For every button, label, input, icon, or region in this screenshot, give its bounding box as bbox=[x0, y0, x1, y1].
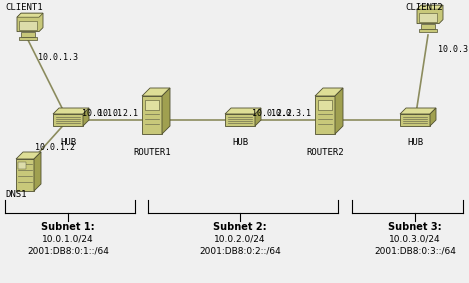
Polygon shape bbox=[53, 114, 83, 126]
Text: 10.0.2.1: 10.0.2.1 bbox=[98, 110, 138, 119]
Text: 10.0.3.1: 10.0.3.1 bbox=[271, 110, 311, 119]
Text: 10.0.2.2: 10.0.2.2 bbox=[252, 110, 292, 119]
Text: 10.0.2.0/24: 10.0.2.0/24 bbox=[214, 234, 266, 243]
Text: 2001:DB8:0:3::/64: 2001:DB8:0:3::/64 bbox=[374, 246, 456, 255]
Text: CLIENT1: CLIENT1 bbox=[5, 3, 43, 12]
Text: HUB: HUB bbox=[60, 138, 76, 147]
Polygon shape bbox=[417, 5, 443, 9]
Polygon shape bbox=[16, 159, 34, 191]
Polygon shape bbox=[225, 108, 261, 114]
Polygon shape bbox=[142, 88, 170, 96]
Text: 2001:DB8:0:1::/64: 2001:DB8:0:1::/64 bbox=[27, 246, 109, 255]
Polygon shape bbox=[419, 29, 437, 32]
Text: Subnet 2:: Subnet 2: bbox=[213, 222, 267, 232]
Polygon shape bbox=[18, 162, 26, 169]
Polygon shape bbox=[142, 96, 162, 134]
Polygon shape bbox=[335, 88, 343, 134]
Polygon shape bbox=[400, 114, 430, 126]
Text: 10.0.3.0/24: 10.0.3.0/24 bbox=[389, 234, 441, 243]
Polygon shape bbox=[53, 108, 89, 114]
Polygon shape bbox=[21, 32, 35, 37]
Polygon shape bbox=[417, 5, 443, 23]
Text: HUB: HUB bbox=[232, 138, 248, 147]
Text: DNS1: DNS1 bbox=[5, 190, 27, 199]
Text: Subnet 3:: Subnet 3: bbox=[388, 222, 442, 232]
Text: Subnet 1:: Subnet 1: bbox=[41, 222, 95, 232]
Polygon shape bbox=[255, 108, 261, 126]
Polygon shape bbox=[145, 100, 159, 110]
Polygon shape bbox=[19, 37, 37, 40]
Polygon shape bbox=[421, 23, 435, 29]
Text: HUB: HUB bbox=[407, 138, 423, 147]
Polygon shape bbox=[17, 13, 43, 17]
Polygon shape bbox=[315, 96, 335, 134]
Polygon shape bbox=[419, 13, 437, 22]
Text: ROUTER1: ROUTER1 bbox=[133, 148, 171, 157]
Polygon shape bbox=[16, 152, 41, 159]
Polygon shape bbox=[315, 88, 343, 96]
Text: 10.0.1.0/24: 10.0.1.0/24 bbox=[42, 234, 94, 243]
Text: 10.0.1.1: 10.0.1.1 bbox=[82, 110, 122, 119]
Text: CLIENT2: CLIENT2 bbox=[405, 3, 443, 12]
Polygon shape bbox=[83, 108, 89, 126]
Polygon shape bbox=[318, 100, 332, 110]
Text: 10.0.3.2: 10.0.3.2 bbox=[438, 46, 469, 55]
Polygon shape bbox=[19, 21, 37, 30]
Text: 2001:DB8:0:2::/64: 2001:DB8:0:2::/64 bbox=[199, 246, 281, 255]
Polygon shape bbox=[225, 114, 255, 126]
Polygon shape bbox=[430, 108, 436, 126]
Polygon shape bbox=[400, 108, 436, 114]
Text: ROUTER2: ROUTER2 bbox=[306, 148, 344, 157]
Polygon shape bbox=[162, 88, 170, 134]
Text: 10.0.1.2: 10.0.1.2 bbox=[35, 143, 75, 153]
Text: 10.0.1.3: 10.0.1.3 bbox=[38, 53, 78, 63]
Polygon shape bbox=[34, 152, 41, 191]
Polygon shape bbox=[17, 13, 43, 32]
